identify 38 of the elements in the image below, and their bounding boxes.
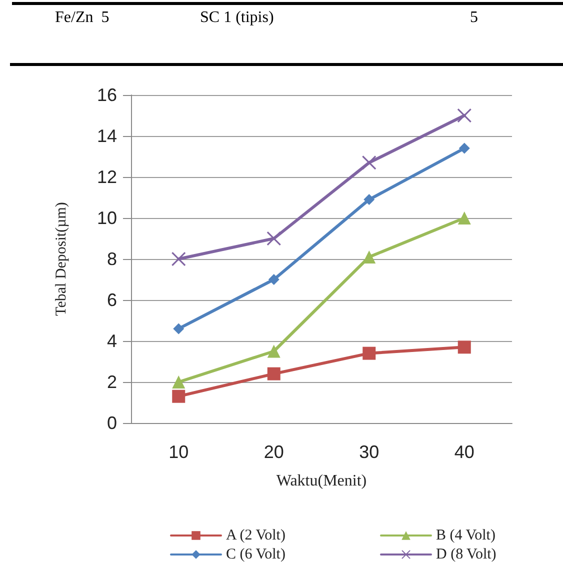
- point: [173, 323, 184, 334]
- y-tick-label: 4: [106, 331, 117, 351]
- y-tick-label: 12: [96, 167, 117, 187]
- point: [364, 194, 375, 206]
- y-tick-label: 16: [96, 85, 117, 105]
- legend-label: C (6 Volt): [226, 546, 286, 562]
- legend-label: B (4 Volt): [436, 528, 496, 544]
- point: [268, 274, 280, 285]
- point: [362, 250, 376, 264]
- x-tick-label: 10: [168, 442, 189, 462]
- x-tick-label: 30: [359, 442, 380, 462]
- point: [172, 390, 186, 403]
- y-axis-title: Tebal Deposit(µm): [54, 202, 70, 316]
- y-tick-label: 10: [96, 208, 117, 228]
- legend-label: A (2 Volt): [226, 528, 286, 544]
- point: [266, 232, 281, 246]
- point: [267, 344, 280, 358]
- y-tick-label: 0: [106, 413, 117, 433]
- point: [457, 108, 472, 122]
- point: [172, 376, 186, 388]
- y-tick-label: 14: [96, 126, 117, 146]
- point: [267, 367, 280, 380]
- point: [458, 212, 471, 224]
- text: Fe/Zn 5: [55, 9, 110, 27]
- y-tick-label: 8: [106, 249, 117, 269]
- x-tick-label: 40: [454, 442, 474, 462]
- text: 5: [470, 9, 478, 27]
- x-axis-title: Waktu(Menit): [276, 472, 367, 490]
- point: [458, 142, 470, 154]
- text: SC 1 (tipis): [200, 9, 274, 27]
- point: [362, 156, 376, 170]
- point: [172, 252, 186, 266]
- point: [458, 340, 471, 354]
- y-tick-label: 2: [106, 372, 117, 392]
- legend-label: D (8 Volt): [436, 546, 496, 562]
- y-tick-label: 6: [106, 290, 117, 310]
- x-tick-label: 20: [264, 442, 284, 462]
- point: [362, 346, 376, 360]
